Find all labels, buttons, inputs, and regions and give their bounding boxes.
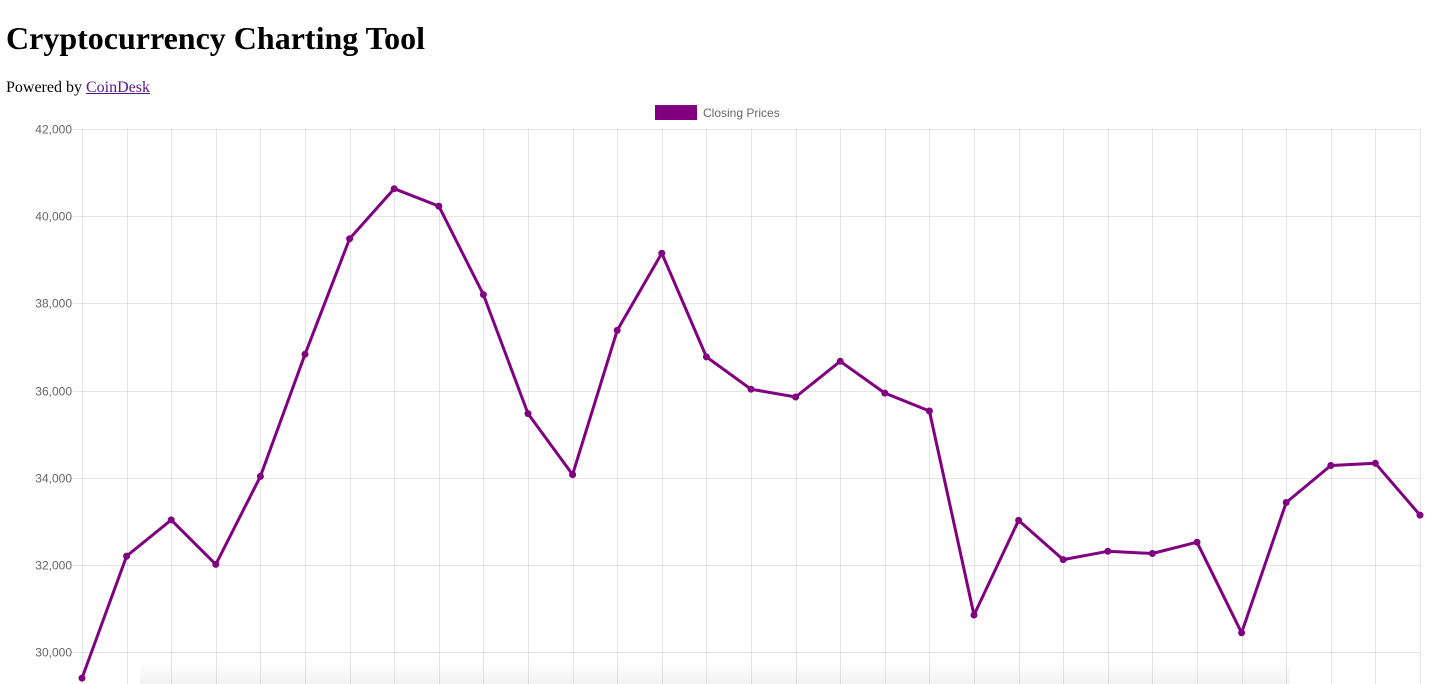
chart-legend: Closing Prices xyxy=(655,105,780,120)
data-point[interactable] xyxy=(435,202,443,210)
legend-label-closing-prices: Closing Prices xyxy=(703,106,780,120)
data-point[interactable] xyxy=(613,326,621,334)
y-tick-label: 40,000 xyxy=(35,210,72,224)
data-point[interactable] xyxy=(1371,459,1379,467)
y-axis: 30,000 32,000 34,000 36,000 38,000 40,000 42,0… xyxy=(35,123,82,660)
powered-by-prefix: Powered by xyxy=(6,79,86,96)
data-point[interactable] xyxy=(1148,550,1156,557)
y-tick-label: 36,000 xyxy=(35,385,72,399)
data-point[interactable] xyxy=(479,291,487,299)
data-point[interactable] xyxy=(1193,538,1201,546)
y-tick-label: 34,000 xyxy=(35,472,72,486)
y-tick-label: 42,000 xyxy=(35,123,72,137)
data-point[interactable] xyxy=(301,350,309,358)
data-point[interactable] xyxy=(925,407,933,415)
data-point[interactable] xyxy=(390,185,398,193)
data-point[interactable] xyxy=(78,674,86,682)
data-point[interactable] xyxy=(212,560,220,568)
data-point[interactable] xyxy=(1282,499,1290,506)
closing-prices-chart: 30,000 32,000 34,000 36,000 38,000 40,000 42,0… xyxy=(35,105,1424,684)
data-point[interactable] xyxy=(702,353,710,361)
data-point[interactable] xyxy=(1104,547,1112,555)
coindesk-link[interactable]: CoinDesk xyxy=(85,79,150,96)
data-point[interactable] xyxy=(123,552,131,560)
data-point[interactable] xyxy=(569,471,577,479)
series-closing-prices xyxy=(78,185,1424,682)
data-point[interactable] xyxy=(346,235,354,243)
powered-by-text: Powered by CoinDesk xyxy=(6,78,150,98)
y-tick-label: 30,000 xyxy=(35,646,72,660)
data-point[interactable] xyxy=(658,249,666,257)
y-tick-label: 32,000 xyxy=(35,559,72,573)
data-point[interactable] xyxy=(792,393,800,401)
y-tick-label: 38,000 xyxy=(35,297,72,311)
data-point[interactable] xyxy=(836,357,844,365)
data-point[interactable] xyxy=(970,611,978,619)
page-title: Cryptocurrency Charting Tool xyxy=(6,20,425,56)
legend-swatch xyxy=(655,105,697,120)
data-point[interactable] xyxy=(1416,511,1424,519)
chart-grid xyxy=(82,129,1421,684)
data-point[interactable] xyxy=(1059,556,1067,564)
data-point[interactable] xyxy=(1015,516,1023,524)
data-point[interactable] xyxy=(1238,629,1246,637)
data-point[interactable] xyxy=(881,389,889,397)
data-point[interactable] xyxy=(747,385,755,393)
data-point[interactable] xyxy=(1327,462,1335,469)
data-point[interactable] xyxy=(167,516,175,524)
data-point[interactable] xyxy=(256,472,264,480)
data-point[interactable] xyxy=(524,410,532,418)
